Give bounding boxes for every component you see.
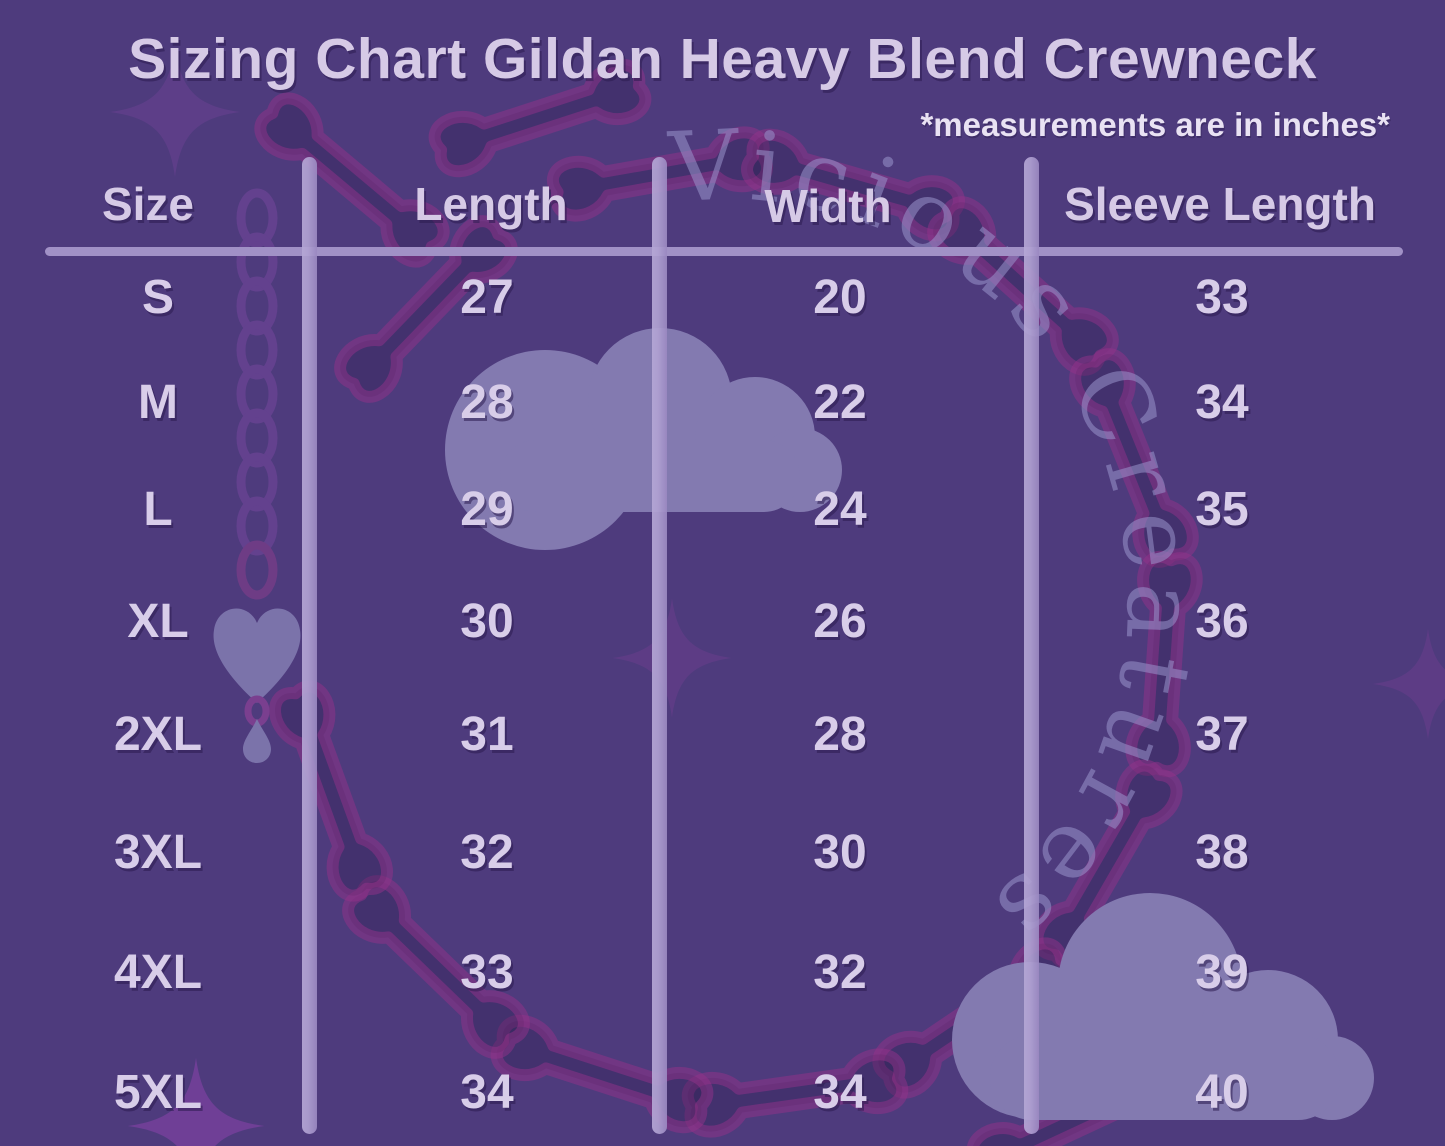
table-cell: 33 [460,946,514,999]
column-header-sleeve-length: Sleeve Length [1064,178,1376,230]
column-header-width: Width [764,180,892,232]
table-cell: 33 [1195,271,1249,324]
table-cell: 39 [1195,946,1249,999]
table-cell: 20 [813,271,867,324]
table-cell: 35 [1195,483,1249,536]
table-cell: 30 [813,826,867,879]
table-cell: 30 [460,595,514,648]
column-header-size: Size [101,178,195,230]
table-cell: 34 [813,1066,867,1119]
table-column-divider [1024,157,1039,1134]
sparkle-icon [1372,628,1445,740]
table-cell: 2XL [113,708,203,761]
table-column-divider [302,157,317,1134]
table-cell: 40 [1195,1066,1249,1119]
table-cell: M [138,376,178,429]
table-cell: 24 [813,483,867,536]
table-cell: 28 [813,708,867,761]
cloud-icon [445,328,842,550]
table-cell: L [143,483,173,536]
table-cell: 5XL [113,1066,203,1119]
drip-icon [243,719,271,763]
table-cell: 27 [460,271,514,324]
table-cell: 4XL [113,946,203,999]
table-cell: 28 [460,376,514,429]
table-cell: XL [127,595,189,648]
table-cell: 36 [1195,595,1249,648]
table-cell: S [141,271,174,324]
table-cell: 34 [460,1066,514,1119]
table-cell: 31 [460,708,514,761]
table-column-divider [652,157,667,1134]
table-cell: 3XL [113,826,203,879]
column-header-length: Length [414,178,568,230]
heart-icon [213,608,301,703]
table-header-rule [45,247,1403,256]
units-note: *measurements are in inches* [920,106,1390,143]
bone-icon [269,682,392,901]
sparkle-icon [612,598,732,718]
chain-icon [236,188,278,600]
table-cell: 26 [813,595,867,648]
table-cell: 32 [460,826,514,879]
table-cell: 37 [1195,708,1249,761]
table-cell: 34 [1195,376,1249,429]
table-cell: 22 [813,376,867,429]
table-cell: 29 [460,483,514,536]
table-cell: 32 [813,946,867,999]
table-cell: 38 [1195,826,1249,879]
page-title: Sizing Chart Gildan Heavy Blend Crewneck [128,27,1317,91]
